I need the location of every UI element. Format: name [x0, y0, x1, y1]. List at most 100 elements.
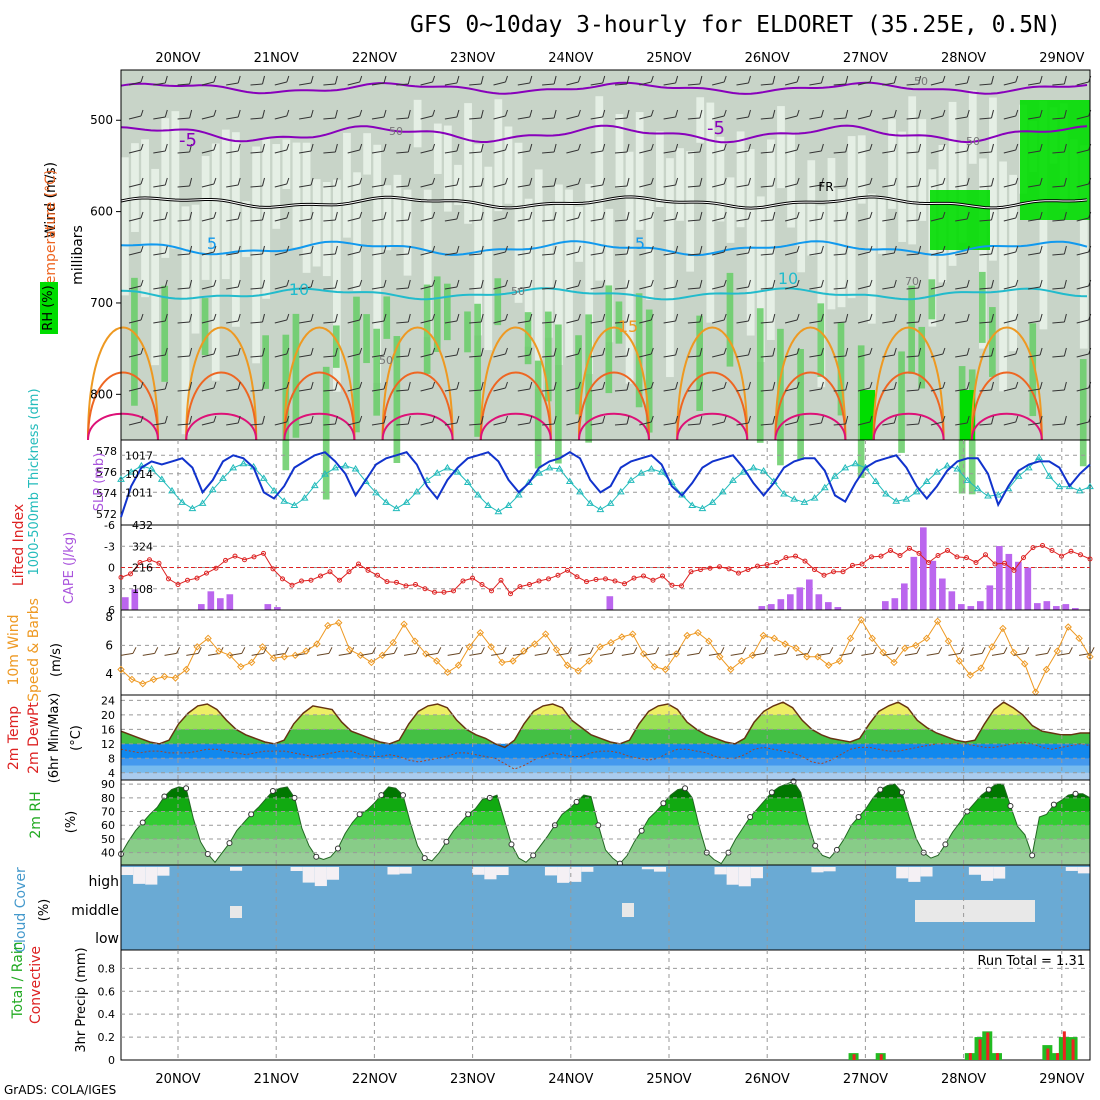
wind-barb: [407, 245, 411, 255]
rh-light-patch: [242, 201, 250, 258]
wind-barb: [1015, 177, 1019, 185]
wind-barb: [407, 279, 411, 289]
rh-light-patch: [565, 189, 573, 357]
wind-barb: [347, 387, 360, 392]
wind-barb: [493, 251, 506, 256]
wind-barb: [991, 177, 994, 187]
li-marker: [774, 560, 779, 566]
wind-barb: [164, 245, 168, 254]
li-marker: [318, 573, 323, 579]
wind-barb: [274, 421, 287, 426]
li-marker: [964, 555, 969, 561]
wind-barb: [698, 647, 703, 654]
wind-barb: [955, 252, 968, 256]
wind-barb: [529, 211, 533, 220]
wind-speed-marker: [498, 658, 506, 667]
wind-barb: [893, 143, 897, 152]
wind-barb: [894, 647, 899, 654]
contour-label: 10: [778, 269, 798, 288]
thickness-marker: [259, 474, 268, 481]
wind-barb: [991, 143, 994, 153]
wind-barb: [918, 415, 922, 425]
li-marker: [1068, 548, 1074, 554]
wind-barb: [153, 286, 166, 290]
thickness-marker: [290, 501, 299, 508]
rh-marker: [833, 846, 840, 853]
wind-barb: [626, 177, 630, 187]
wind-barb: [966, 177, 970, 186]
rh-light-patch: [232, 132, 240, 327]
rh-light-patch: [918, 119, 927, 221]
wind-barb: [299, 422, 312, 426]
wind-barb: [444, 184, 457, 188]
wind-barb: [407, 313, 411, 323]
cloud-gap: [121, 867, 134, 875]
wind-barb: [128, 285, 142, 290]
wind-speed-marker: [509, 657, 517, 665]
wind-barb: [960, 647, 964, 654]
rh-light-patch: [999, 161, 1007, 392]
wind-speed-marker: [650, 662, 659, 671]
wind-barb: [663, 150, 676, 154]
contour-label: 50: [914, 75, 928, 88]
wind-barb: [493, 217, 506, 222]
wind-barb: [505, 143, 508, 151]
wind-barb: [736, 218, 749, 222]
wind-barb: [250, 219, 263, 222]
wind-barb: [1039, 211, 1043, 220]
wind-barb: [809, 388, 822, 392]
contour-label: 15: [618, 317, 638, 336]
precip-conv-bar: [995, 1053, 999, 1060]
cloud-gap: [908, 867, 921, 882]
li-marker: [261, 550, 266, 556]
rh-green-patch: [322, 366, 330, 500]
wind-barb: [226, 286, 239, 290]
wind-barb: [1076, 149, 1089, 154]
ylabel-temperature: Temperature (°C): [43, 170, 59, 292]
wind-barb: [699, 109, 703, 119]
wind-barb: [882, 286, 895, 290]
wind-speed-marker: [433, 657, 441, 665]
contour-label: 5: [207, 234, 217, 253]
date-label-bottom: 28NOV: [941, 1072, 986, 1087]
wind-barb: [979, 423, 992, 426]
wind-barb: [177, 287, 190, 290]
li-marker: [973, 560, 979, 566]
cape-bar: [825, 602, 832, 610]
wind-barb: [396, 185, 409, 188]
li-marker: [232, 553, 238, 559]
wind-barb: [286, 279, 290, 287]
wind-barb: [529, 143, 533, 152]
wind-barb: [930, 149, 944, 154]
wind-barb: [796, 415, 800, 423]
wind-barb: [566, 353, 579, 358]
wind-barb: [407, 211, 411, 221]
wind-barb: [189, 245, 193, 255]
wind-barb: [857, 217, 871, 222]
wind-barb: [128, 115, 142, 120]
ytick-label: 8: [108, 752, 115, 765]
wind-barb: [699, 245, 703, 255]
rh-light-patch: [413, 99, 422, 148]
wind-barb: [505, 347, 508, 355]
thickness-marker: [871, 477, 880, 484]
li-marker: [641, 573, 646, 579]
wind-barb: [383, 245, 387, 254]
wind-barb: [334, 143, 338, 153]
wind-barb: [420, 387, 433, 392]
wind-barb: [491, 652, 504, 656]
thickness-marker: [504, 501, 513, 508]
wind-barb: [955, 150, 968, 154]
wind-barb: [748, 109, 751, 118]
date-label-top: 23NOV: [450, 51, 495, 66]
wind-barb: [1003, 319, 1016, 324]
rh-light-patch: [363, 133, 372, 175]
thickness-marker: [402, 498, 411, 505]
wind-barb: [263, 647, 268, 654]
wind-barb: [639, 421, 652, 426]
wind-speed-marker: [1086, 653, 1094, 661]
ytick-label: 0: [108, 1054, 115, 1067]
rh-marker: [855, 814, 862, 821]
wind-barb: [955, 354, 968, 358]
wind-barb: [153, 82, 166, 86]
